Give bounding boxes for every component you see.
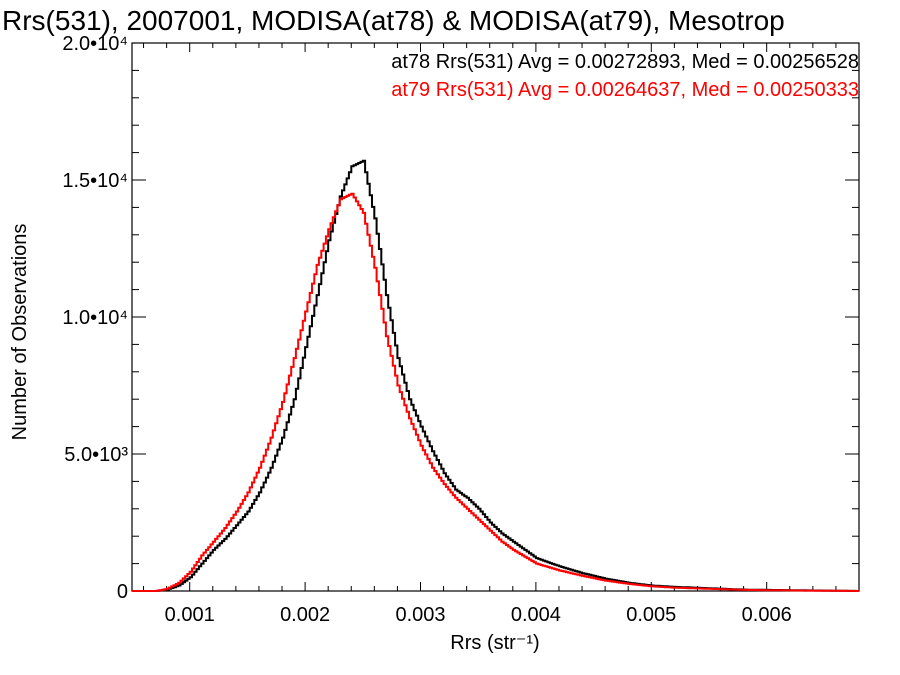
y-tick-label: 2.0•10⁴ bbox=[62, 33, 128, 55]
x-tick-label: 0.003 bbox=[395, 604, 445, 626]
y-tick-label: 0 bbox=[117, 581, 128, 603]
annotation-at79: at79 Rrs(531) Avg = 0.00264637, Med = 0.… bbox=[391, 79, 859, 101]
plot-frame bbox=[131, 42, 860, 592]
axes: 0.001 0.002 0.003 0.004 0.005 0.006 0 5.0•10³ 1.… bbox=[62, 33, 860, 626]
x-tick-label: 0.001 bbox=[165, 604, 215, 626]
series-line-0 bbox=[132, 159, 859, 592]
x-axis-label: Rrs (str⁻¹) bbox=[450, 632, 539, 654]
y-axis-label: Number of Observations bbox=[9, 224, 31, 441]
x-tick-label: 0.006 bbox=[742, 604, 792, 626]
y-tick-label: 1.5•10⁴ bbox=[62, 170, 128, 192]
annotation-at78: at78 Rrs(531) Avg = 0.00272893, Med = 0.… bbox=[391, 51, 859, 73]
series-layer bbox=[132, 159, 859, 592]
series-line-1 bbox=[132, 192, 859, 592]
x-tick-label: 0.005 bbox=[626, 604, 676, 626]
x-tick-label: 0.002 bbox=[280, 604, 330, 626]
y-tick-label: 5.0•10³ bbox=[64, 444, 128, 466]
y-tick-label: 1.0•10⁴ bbox=[62, 307, 128, 329]
chart-title: Rrs(531), 2007001, MODISA(at78) & MODISA… bbox=[2, 5, 785, 36]
x-tick-label: 0.004 bbox=[511, 604, 561, 626]
